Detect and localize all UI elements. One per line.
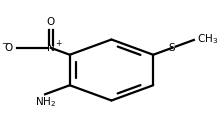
Text: NH$_2$: NH$_2$ [34,95,56,109]
Text: +: + [55,39,61,48]
Text: −: − [1,39,8,48]
Text: O: O [4,43,13,53]
Text: CH$_3$: CH$_3$ [197,32,218,46]
Text: S: S [169,43,175,53]
Text: N: N [47,43,55,53]
Text: O: O [47,17,55,27]
